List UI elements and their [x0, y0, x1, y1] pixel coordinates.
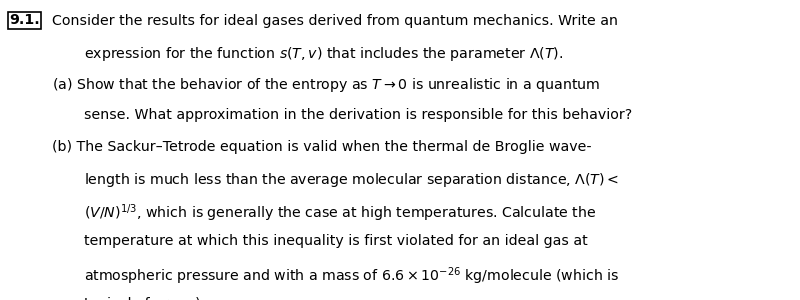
- Text: Consider the results for ideal gases derived from quantum mechanics. Write an: Consider the results for ideal gases der…: [52, 14, 618, 28]
- Text: expression for the function $s(T, v)$ that includes the parameter $\Lambda(T)$.: expression for the function $s(T, v)$ th…: [84, 45, 563, 63]
- Text: typical of argon).: typical of argon).: [84, 297, 205, 300]
- Text: atmospheric pressure and with a mass of $6.6 \times 10^{-26}$ kg/molecule (which: atmospheric pressure and with a mass of …: [84, 266, 619, 287]
- Text: sense. What approximation in the derivation is responsible for this behavior?: sense. What approximation in the derivat…: [84, 108, 632, 122]
- Text: (b) The Sackur–Tetrode equation is valid when the thermal de Broglie wave-: (b) The Sackur–Tetrode equation is valid…: [52, 140, 592, 154]
- Text: 9.1.: 9.1.: [10, 14, 40, 28]
- Text: $(V/N)^{1/3}$, which is generally the case at high temperatures. Calculate the: $(V/N)^{1/3}$, which is generally the ca…: [84, 202, 596, 224]
- Text: temperature at which this inequality is first violated for an ideal gas at: temperature at which this inequality is …: [84, 234, 588, 248]
- Text: (a) Show that the behavior of the entropy as $T \to 0$ is unrealistic in a quant: (a) Show that the behavior of the entrop…: [52, 76, 600, 94]
- Text: length is much less than the average molecular separation distance, $\Lambda(T) : length is much less than the average mol…: [84, 171, 619, 189]
